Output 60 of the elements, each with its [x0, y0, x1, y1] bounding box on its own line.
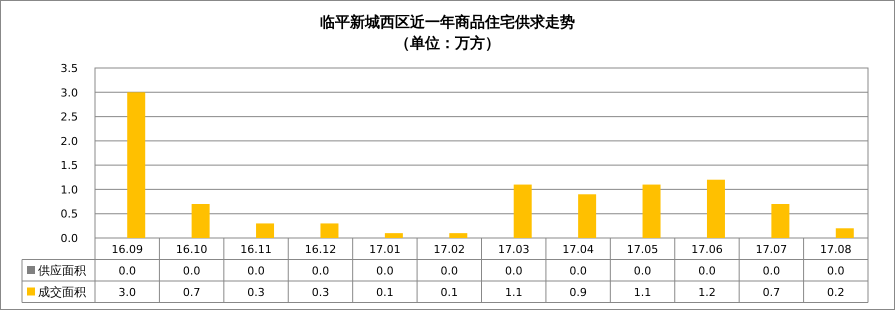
x-tick-label: 17.05: [626, 243, 658, 256]
y-tick-label: 1.5: [60, 159, 78, 172]
x-tick-label: 17.01: [369, 243, 401, 256]
data-label: 0.7: [762, 286, 780, 299]
bar: [771, 204, 790, 238]
x-tick-label: 16.11: [240, 243, 272, 256]
bar: [578, 194, 596, 238]
legend-label: 供应面积: [38, 264, 86, 278]
y-tick-label: 2.0: [60, 134, 78, 148]
x-tick-label: 17.06: [691, 243, 723, 256]
bar: [642, 184, 661, 238]
data-label: 0.7: [182, 286, 200, 299]
bar: [836, 228, 854, 238]
data-label: 0.0: [762, 264, 780, 278]
data-label: 0.0: [312, 264, 330, 278]
x-tick-label: 17.08: [820, 243, 852, 256]
data-label: 0.1: [440, 286, 458, 299]
bar: [514, 184, 532, 238]
data-label: 0.0: [504, 264, 522, 278]
data-label: 0.0: [569, 264, 587, 278]
data-label: 0.2: [827, 286, 845, 299]
bar: [706, 180, 725, 238]
data-label: 0.0: [118, 264, 136, 278]
bar: [449, 233, 468, 238]
bar: [320, 223, 338, 238]
x-tick-label: 17.03: [498, 243, 530, 256]
x-tick-label: 17.02: [434, 243, 466, 256]
data-label: 1.2: [698, 286, 716, 299]
bar: [256, 223, 274, 238]
data-label: 3.0: [118, 286, 136, 299]
data-label: 0.3: [312, 286, 330, 299]
data-label: 0.0: [698, 264, 716, 278]
y-tick-label: 3.0: [60, 86, 78, 100]
x-tick-label: 16.09: [111, 243, 143, 256]
data-label: 0.0: [827, 264, 845, 278]
x-tick-label: 16.12: [304, 243, 336, 256]
data-label: 0.0: [376, 264, 394, 278]
data-label: 0.0: [440, 264, 458, 278]
y-tick-label: 0.0: [60, 232, 78, 245]
data-label: 0.1: [376, 286, 394, 299]
y-tick-label: 3.5: [60, 62, 78, 75]
data-label: 0.0: [182, 264, 200, 278]
x-tick-label: 17.07: [756, 243, 788, 256]
chart-title: 临平新城西区近一年商品住宅供求走势: [320, 13, 575, 31]
x-tick-label: 17.04: [562, 243, 594, 256]
bar: [192, 204, 210, 238]
data-label: 0.0: [634, 264, 652, 278]
chart-subtitle: （单位：万方）: [395, 34, 500, 52]
bar: [384, 233, 403, 238]
data-label: 1.1: [504, 286, 522, 299]
bar: [127, 92, 146, 238]
legend-label: 成交面积: [38, 285, 86, 299]
x-tick-label: 16.10: [176, 243, 208, 256]
y-tick-label: 1.0: [60, 183, 78, 196]
data-label: 0.3: [247, 286, 265, 299]
data-label: 0.0: [247, 264, 265, 278]
y-tick-label: 2.5: [60, 110, 78, 124]
y-tick-label: 0.5: [60, 208, 78, 221]
data-label: 1.1: [634, 286, 652, 299]
data-label: 0.9: [569, 286, 587, 299]
